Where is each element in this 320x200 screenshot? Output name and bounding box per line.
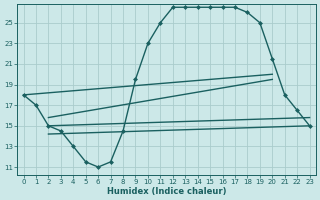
X-axis label: Humidex (Indice chaleur): Humidex (Indice chaleur) [107, 187, 226, 196]
